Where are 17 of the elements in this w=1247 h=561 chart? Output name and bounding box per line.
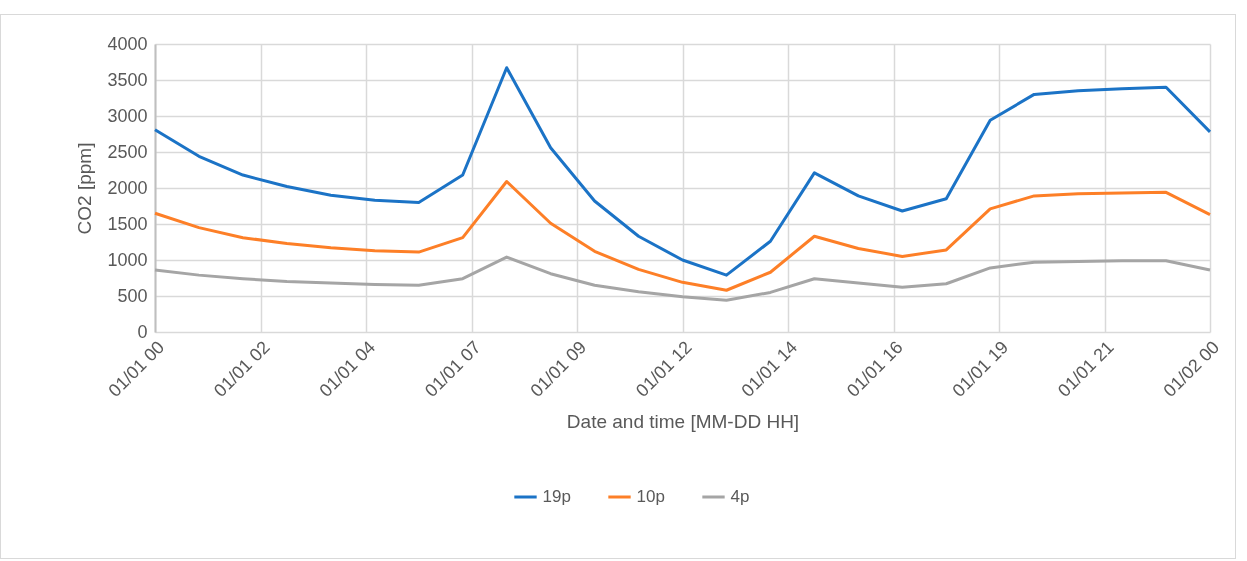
y-tick-label: 1500 — [107, 213, 148, 234]
y-tick-label: 3000 — [107, 105, 148, 126]
line-series — [153, 180, 1212, 292]
line-series — [153, 255, 1212, 302]
x-axis-title: Date and time [MM-DD HH] — [566, 410, 800, 432]
legend-label: 19p — [542, 487, 571, 506]
y-tick-label: 2000 — [107, 177, 148, 198]
y-tick-label: 4000 — [107, 33, 148, 54]
y-tick-label: 2500 — [107, 141, 148, 162]
y-tick-label: 0 — [137, 321, 148, 342]
legend-label: 4p — [730, 487, 750, 506]
y-axis-title: CO2 [ppm] — [74, 142, 96, 235]
legend-label: 10p — [636, 487, 665, 506]
y-tick-label: 1000 — [107, 249, 148, 270]
y-tick-label: 3500 — [107, 69, 148, 90]
line-series — [153, 66, 1212, 277]
y-tick-label: 500 — [117, 285, 148, 306]
